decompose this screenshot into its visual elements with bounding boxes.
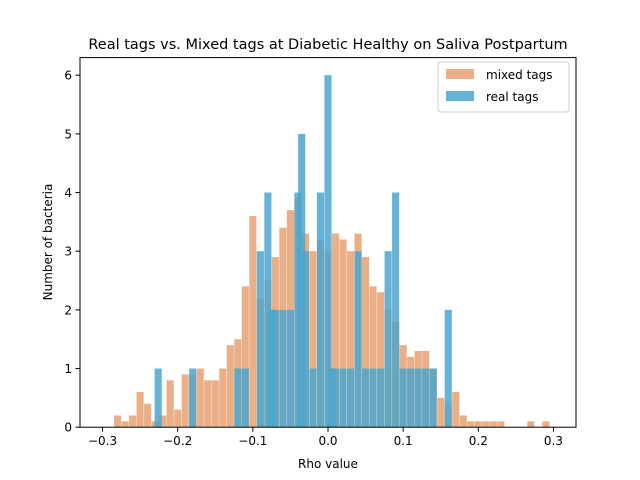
bar-mixed-tags <box>196 368 204 428</box>
bar-mixed-tags <box>377 292 385 428</box>
bar-mixed-tags <box>219 368 227 428</box>
bar-real-tags <box>286 309 294 428</box>
bar-mixed-tags <box>181 374 189 428</box>
x-axis: −0.3 −0.2 −0.1 0.0 0.1 0.2 0.3 <box>88 427 563 448</box>
bar-real-tags <box>264 192 272 428</box>
bar-mixed-tags <box>467 421 475 428</box>
bar-mixed-tags <box>362 257 370 428</box>
bar-mixed-tags <box>204 380 212 428</box>
bar-real-tags <box>279 309 287 428</box>
bar-real-tags <box>241 368 249 428</box>
bar-mixed-tags <box>542 421 550 428</box>
y-tick-label: 2 <box>64 303 72 317</box>
x-axis-label: Rho value <box>298 457 358 471</box>
bar-mixed-tags <box>437 397 445 428</box>
bar-mixed-tags <box>459 415 467 428</box>
bar-real-tags <box>316 192 325 428</box>
bar-real-tags <box>346 368 355 428</box>
y-tick-label: 6 <box>64 69 72 83</box>
bar-real-tags <box>189 368 197 428</box>
x-tick-label: 0.3 <box>544 434 563 448</box>
bar-mixed-tags <box>474 421 482 428</box>
y-axis-label: Number of bacteria <box>41 184 55 301</box>
bar-mixed-tags <box>159 415 167 428</box>
bar-mixed-tags <box>241 286 249 428</box>
bar-real-tags <box>407 368 415 428</box>
y-tick-label: 4 <box>64 186 72 200</box>
legend-label-real-tags: real tags <box>486 90 538 104</box>
bar-real-tags <box>271 309 279 428</box>
bar-real-tags <box>324 75 332 428</box>
bar-mixed-tags <box>114 415 122 428</box>
bar-mixed-tags <box>136 392 144 428</box>
bar-real-tags <box>414 368 422 428</box>
bar-real-tags <box>331 368 340 428</box>
bar-mixed-tags <box>129 415 137 428</box>
bar-real-tags <box>369 368 377 428</box>
y-tick-label: 3 <box>64 245 72 259</box>
bar-mixed-tags <box>226 345 234 428</box>
bar-real-tags <box>298 133 306 428</box>
bar-real-tags <box>309 368 317 428</box>
bar-mixed-tags <box>369 286 377 428</box>
bar-mixed-tags <box>346 251 355 428</box>
legend-swatch-real-tags <box>446 91 474 101</box>
bar-real-tags <box>154 368 162 428</box>
bar-mixed-tags <box>527 421 535 428</box>
bar-real-tags <box>234 368 242 428</box>
bar-real-tags <box>256 251 264 428</box>
legend-label-mixed-tags: mixed tags <box>486 68 553 82</box>
bar-real-tags <box>354 251 362 428</box>
bar-real-tags <box>384 251 392 428</box>
bar-mixed-tags <box>211 380 219 428</box>
x-tick-label: 0.0 <box>318 434 337 448</box>
bar-real-tags <box>444 309 452 428</box>
bar-mixed-tags <box>339 239 347 428</box>
bar-mixed-tags <box>331 233 340 428</box>
x-tick-label: 0.1 <box>394 434 413 448</box>
series-real-tags <box>154 75 452 428</box>
bar-real-tags <box>362 368 370 428</box>
bar-real-tags <box>301 251 310 428</box>
legend-swatch-mixed-tags <box>446 69 474 79</box>
bar-mixed-tags <box>452 392 460 428</box>
bar-mixed-tags <box>489 421 497 428</box>
x-tick-label: 0.2 <box>469 434 488 448</box>
bar-mixed-tags <box>309 251 317 428</box>
bar-real-tags <box>294 192 302 428</box>
y-tick-label: 0 <box>64 421 72 435</box>
bar-real-tags <box>392 192 400 428</box>
legend: mixed tags real tags <box>437 61 570 113</box>
y-axis: 0 1 2 3 4 5 6 <box>64 69 80 435</box>
bar-mixed-tags <box>482 421 490 428</box>
chart-title: Real tags vs. Mixed tags at Diabetic Hea… <box>88 37 567 53</box>
bar-mixed-tags <box>174 409 182 428</box>
bar-mixed-tags <box>497 421 505 428</box>
bar-real-tags <box>268 309 276 428</box>
bar-mixed-tags <box>144 403 152 428</box>
bar-real-tags <box>328 368 336 428</box>
bar-real-tags <box>399 368 407 428</box>
bar-real-tags <box>339 368 347 428</box>
bar-real-tags <box>377 368 385 428</box>
x-tick-label: −0.1 <box>238 434 267 448</box>
x-tick-label: −0.2 <box>163 434 192 448</box>
bar-real-tags <box>422 368 430 428</box>
x-tick-label: −0.3 <box>88 434 117 448</box>
y-tick-label: 5 <box>64 127 72 141</box>
bar-real-tags <box>429 368 437 428</box>
bar-mixed-tags <box>166 380 174 428</box>
y-tick-label: 1 <box>64 362 72 376</box>
bar-mixed-tags <box>249 216 257 428</box>
bar-mixed-tags <box>121 421 129 428</box>
